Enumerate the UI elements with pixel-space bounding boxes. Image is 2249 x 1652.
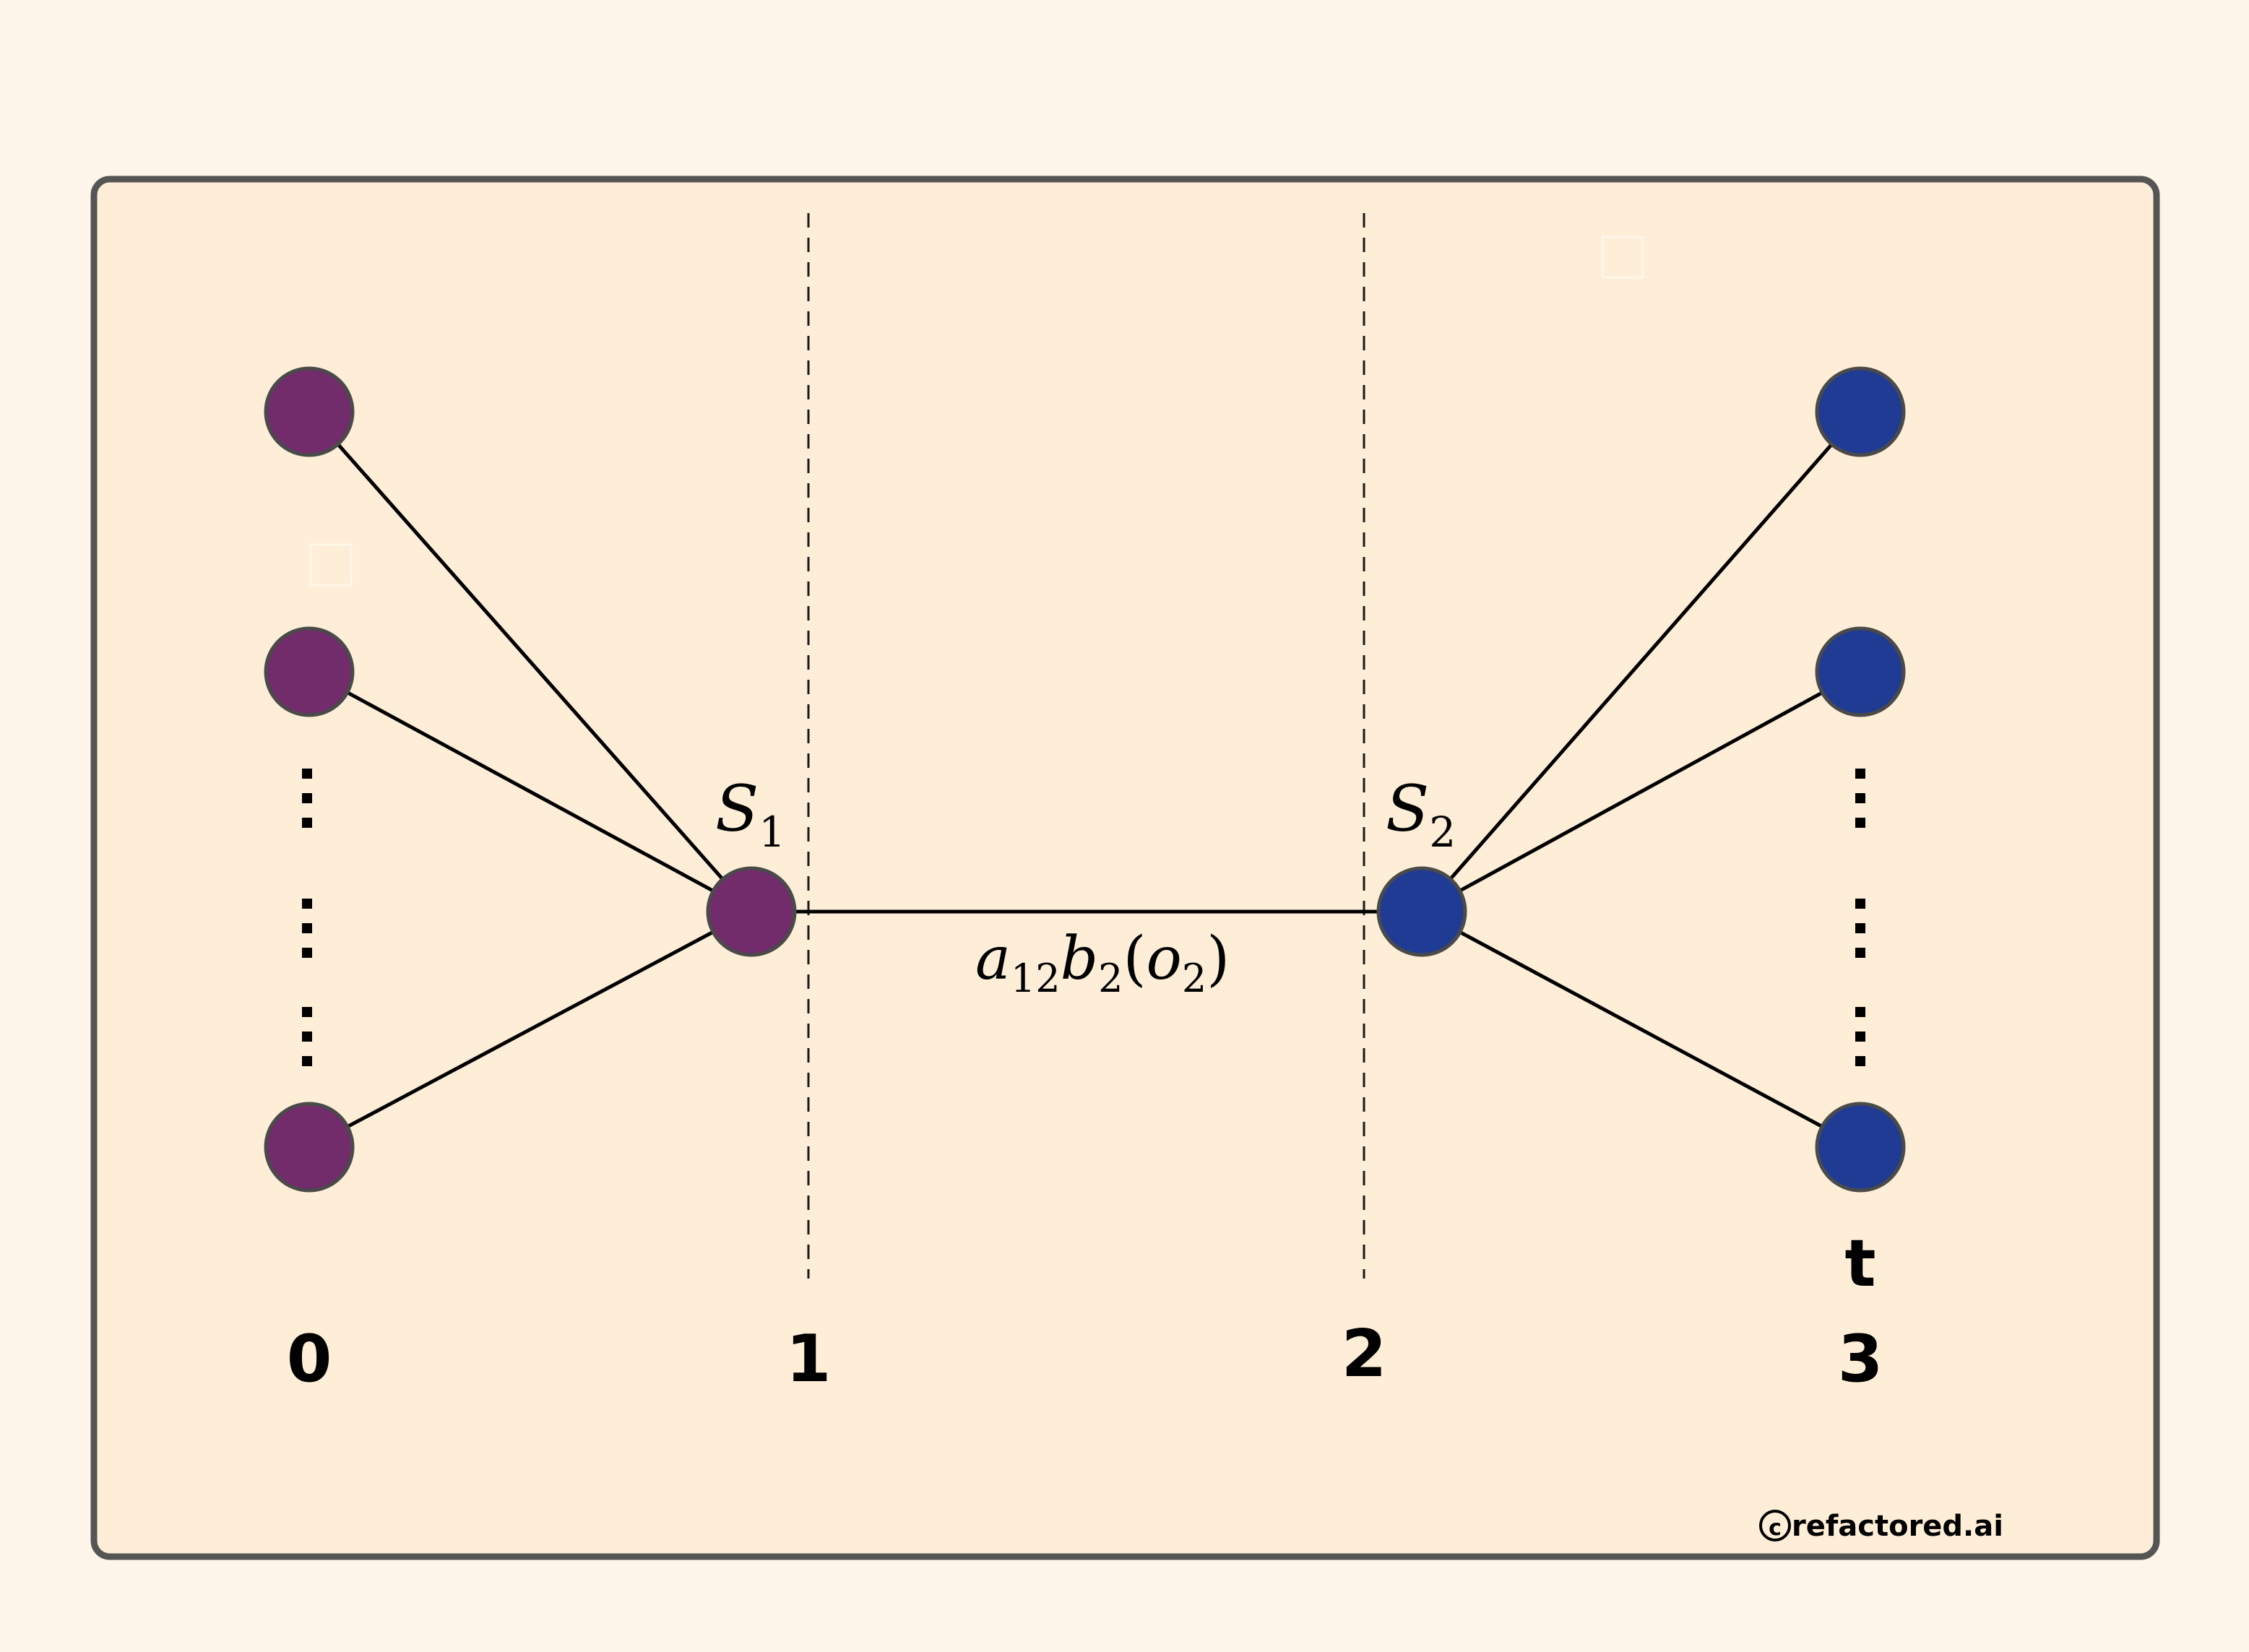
state-node-t3 (1815, 626, 1906, 717)
copyright-icon (1759, 1510, 1791, 1541)
time-label-3: 3 (1838, 1321, 1883, 1397)
edge (1420, 670, 1862, 914)
placeholder-square (1601, 235, 1644, 279)
ellipsis-right (1855, 769, 1865, 1066)
state-node-t0 (264, 626, 355, 717)
time-label-t: t (1844, 1226, 1875, 1302)
state-node-t0 (264, 1102, 355, 1193)
placeholder-square (309, 543, 353, 587)
edge (308, 410, 753, 913)
state-node-t3 (1815, 366, 1906, 457)
state-node-s2 (1376, 866, 1467, 957)
svg-text:c: c (1769, 1515, 1782, 1541)
state-label-s2: S2 (1386, 771, 1456, 857)
edge (1420, 909, 1862, 1149)
state-node-t3 (1815, 1102, 1906, 1193)
state-node-s1 (706, 866, 797, 957)
edge (308, 909, 753, 1149)
time-label-0: 0 (287, 1321, 332, 1397)
state-node-t0 (264, 366, 355, 457)
time-label-1: 1 (786, 1321, 832, 1397)
time-label-2: 2 (1342, 1316, 1387, 1392)
credit: c refactored.ai (1759, 1510, 2003, 1543)
ellipsis-left (302, 769, 312, 1066)
diagram-panel (90, 176, 2160, 1560)
state-label-s1: S1 (715, 771, 785, 857)
credit-text: refactored.ai (1792, 1510, 2003, 1543)
edge (308, 670, 753, 914)
edge (1420, 410, 1862, 913)
transition-label: a12b2(o2) (975, 925, 1230, 1001)
